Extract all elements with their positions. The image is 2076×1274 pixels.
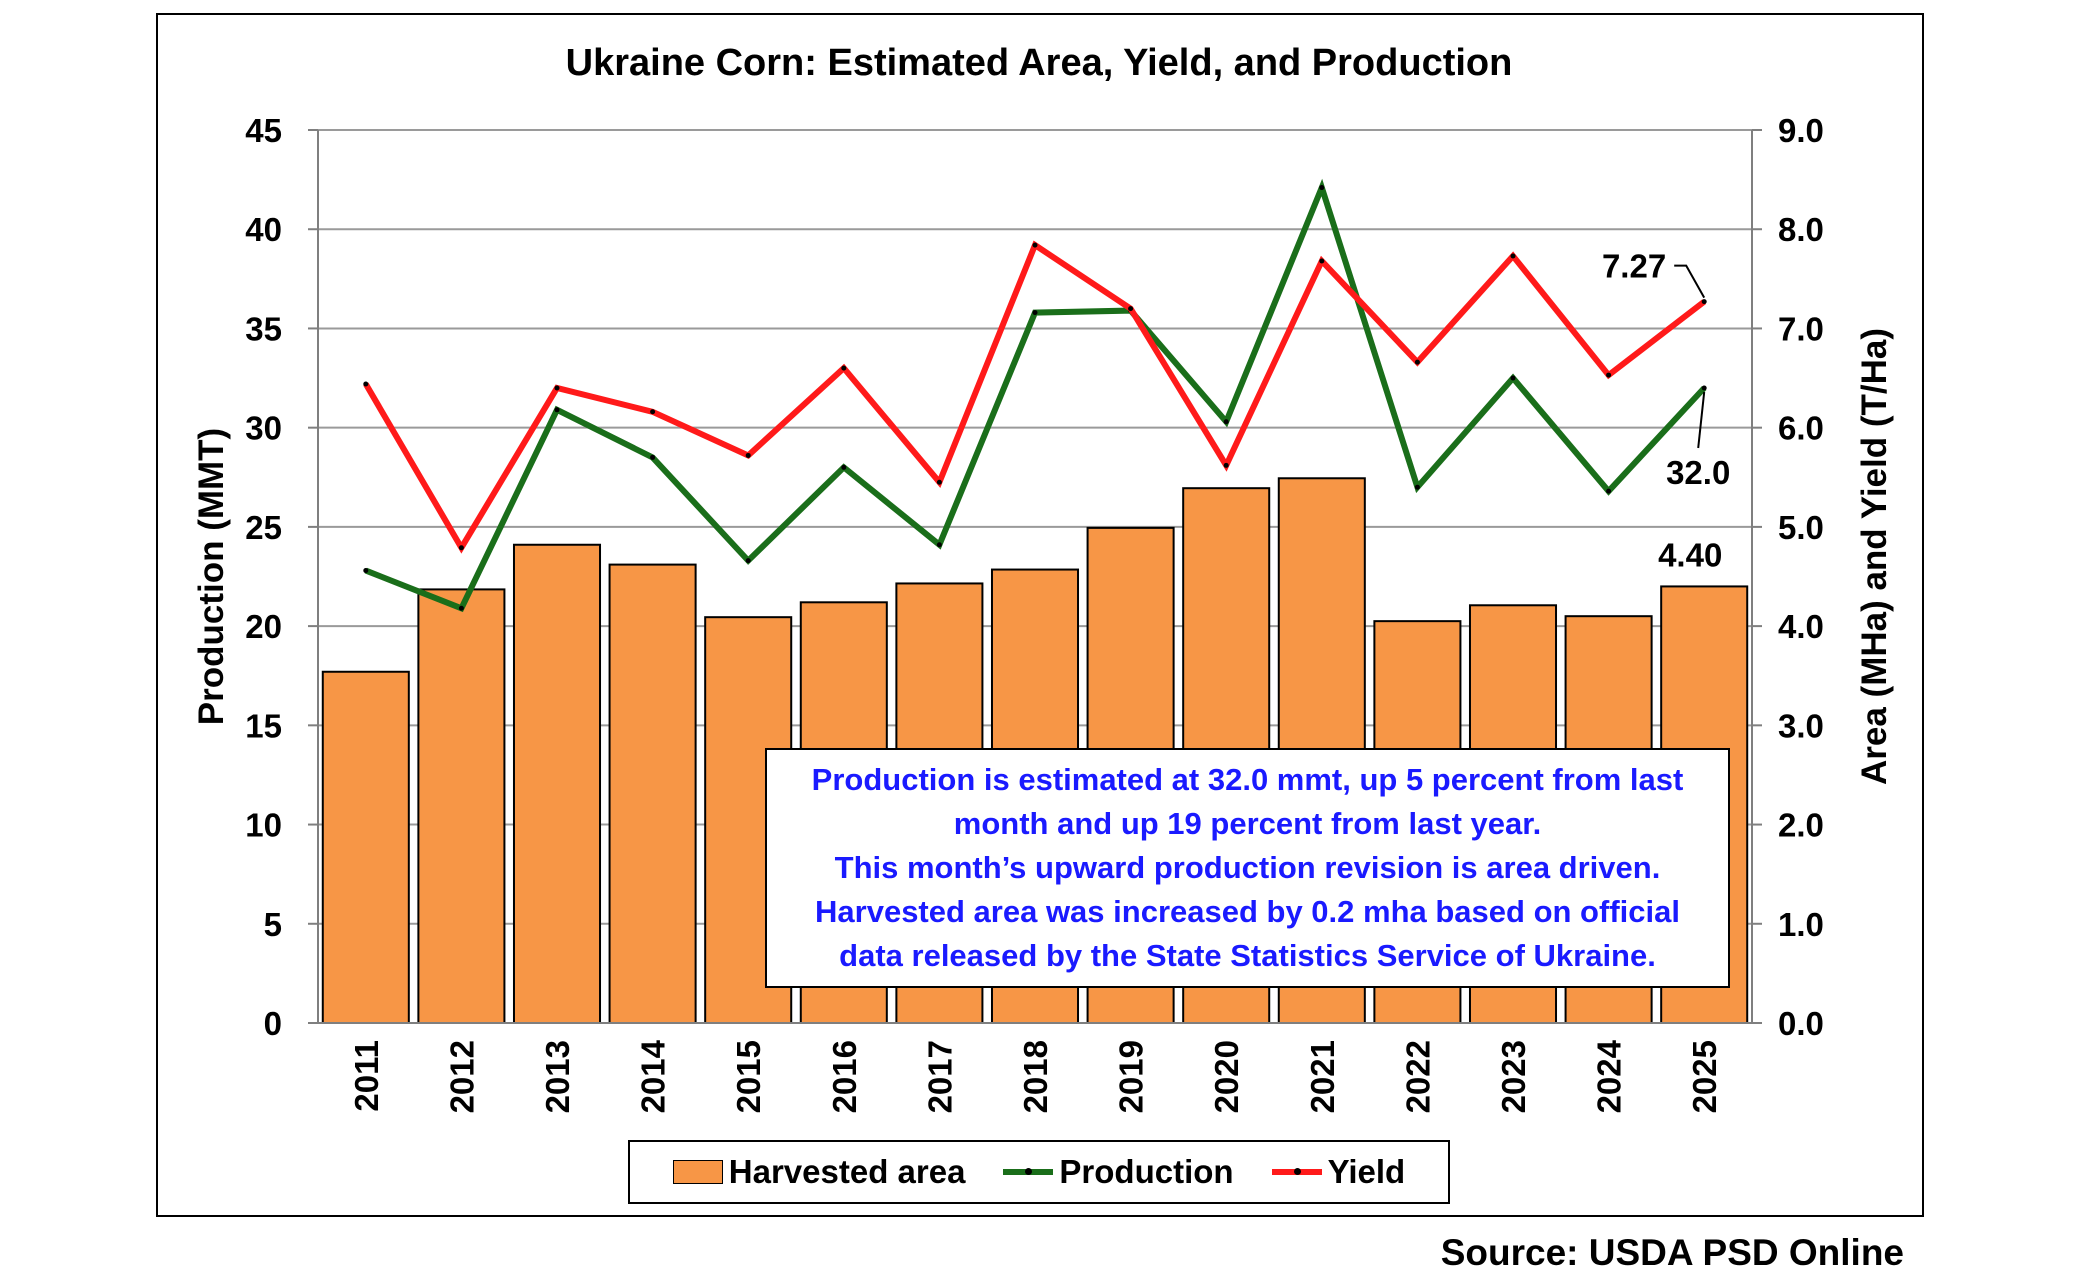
right-tick-label: 5.0 (1778, 509, 1824, 546)
x-tick-label-2016: 2016 (826, 1040, 863, 1113)
yield-point-2018 (1032, 242, 1038, 248)
right-tick-label: 1.0 (1778, 906, 1824, 943)
production-point-2024 (1606, 488, 1612, 494)
annotation-line-1: Production is estimated at 32.0 mmt, up … (811, 762, 1684, 797)
production-point-2020 (1223, 419, 1229, 425)
axes: 0510152025303540450.01.02.03.04.05.06.07… (192, 112, 1894, 1113)
left-tick-label: 40 (245, 211, 282, 248)
yield-line (363, 240, 1707, 554)
x-tick-label-2013: 2013 (539, 1040, 576, 1113)
production-point-2017 (936, 542, 942, 548)
x-tick-label-2012: 2012 (443, 1040, 480, 1113)
annotation-line-2: month and up 19 percent from last year. (953, 806, 1542, 841)
left-tick-label: 35 (245, 310, 282, 347)
legend-label-yield: Yield (1327, 1153, 1406, 1190)
legend-item-area: Harvested area (672, 1153, 966, 1191)
annotation-line-5: data released by the State Statistics Se… (839, 938, 1656, 973)
yield-data-label: 7.27 (1602, 248, 1666, 285)
x-tick-label-2022: 2022 (1399, 1040, 1436, 1113)
x-tick-label-2011: 2011 (348, 1040, 385, 1112)
right-tick-label: 2.0 (1778, 807, 1824, 844)
production-point-2015 (745, 558, 751, 564)
y-axis-title-left: Production (MMT) (192, 428, 231, 725)
yield-point-2020 (1223, 462, 1229, 468)
production-point-2014 (650, 454, 656, 460)
production-point-2021 (1319, 185, 1325, 191)
bar-2012 (417, 588, 506, 1024)
series-lines (363, 178, 1707, 613)
right-tick-label: 0.0 (1778, 1005, 1824, 1042)
annotation-box: Production is estimated at 32.0 mmt, up … (765, 748, 1730, 988)
production-point-2016 (841, 464, 847, 470)
left-tick-label: 20 (245, 608, 282, 645)
legend-swatch-production (1003, 1168, 1054, 1175)
production-point-2025 (1701, 385, 1707, 391)
data-labels: 7.27 32.0 4.40 (1602, 248, 1730, 574)
production-point-2012 (458, 605, 464, 611)
x-tick-label-2025: 2025 (1686, 1040, 1723, 1113)
x-tick-label-2019: 2019 (1113, 1040, 1150, 1113)
x-tick-label-2023: 2023 (1495, 1040, 1532, 1113)
chart-title: Ukraine Corn: Estimated Area, Yield, and… (566, 42, 1513, 84)
left-tick-label: 5 (264, 906, 282, 943)
legend-swatch-area (672, 1160, 723, 1184)
bar-2011 (321, 670, 410, 1025)
x-tick-label-2021: 2021 (1304, 1040, 1341, 1113)
yield-point-2012 (458, 545, 464, 551)
yield-leader-line (1674, 264, 1706, 299)
annotation-line-3: This month’s upward production revision … (834, 850, 1661, 885)
legend-item-yield: Yield (1271, 1153, 1406, 1191)
legend-label-area: Harvested area (728, 1153, 966, 1190)
production-data-label: 32.0 (1666, 454, 1730, 491)
right-tick-label: 4.0 (1778, 608, 1824, 645)
left-tick-label: 0 (264, 1005, 282, 1042)
x-tick-label-2018: 2018 (1017, 1040, 1054, 1113)
production-point-2013 (554, 407, 560, 413)
production-point-2023 (1510, 375, 1516, 381)
left-tick-label: 15 (245, 707, 282, 744)
legend-item-production: Production (1003, 1153, 1234, 1191)
x-tick-label-2020: 2020 (1208, 1040, 1245, 1113)
bar-2014 (608, 563, 697, 1024)
production-point-2022 (1414, 484, 1420, 490)
yield-point-2017 (936, 479, 942, 485)
right-tick-label: 3.0 (1778, 707, 1824, 744)
annotation-line-4: Harvested area was increased by 0.2 mha … (815, 894, 1680, 929)
yield-point-2024 (1606, 372, 1612, 378)
yield-point-2011 (363, 381, 369, 387)
chart-frame (156, 13, 1924, 1217)
left-tick-label: 45 (245, 112, 282, 149)
production-point-2018 (1032, 310, 1038, 316)
yield-point-2014 (650, 409, 656, 415)
yield-point-2023 (1510, 253, 1516, 259)
x-tick-label-2017: 2017 (921, 1040, 958, 1113)
right-tick-label: 9.0 (1778, 112, 1824, 149)
bar-2013 (512, 543, 602, 1024)
yield-point-2025 (1701, 299, 1707, 305)
yield-point-2016 (841, 365, 847, 371)
left-tick-label: 25 (245, 509, 282, 546)
legend: Harvested area Production Yield (628, 1140, 1450, 1204)
source-note: Source: USDA PSD Online (1440, 1232, 1904, 1273)
legend-label-production: Production (1059, 1153, 1234, 1190)
x-tick-label-2014: 2014 (635, 1039, 672, 1113)
yield-point-2022 (1414, 359, 1420, 365)
y-axis-title-right: Area (MHa) and Yield (T/Ha) (1855, 328, 1894, 785)
right-tick-label: 6.0 (1778, 410, 1824, 447)
production-point-2011 (363, 568, 369, 574)
production-leader-line (1697, 391, 1706, 449)
x-tick-label-2024: 2024 (1591, 1039, 1628, 1113)
yield-point-2015 (745, 452, 751, 458)
right-tick-label: 7.0 (1778, 310, 1824, 347)
yield-point-2019 (1128, 306, 1134, 312)
left-tick-label: 30 (245, 410, 282, 447)
right-tick-label: 8.0 (1778, 211, 1824, 248)
x-tick-label-2015: 2015 (730, 1040, 767, 1113)
left-tick-label: 10 (245, 807, 282, 844)
yield-point-2013 (554, 385, 560, 391)
yield-point-2021 (1319, 258, 1325, 264)
legend-swatch-yield (1271, 1168, 1322, 1175)
area-data-label: 4.40 (1658, 536, 1722, 573)
